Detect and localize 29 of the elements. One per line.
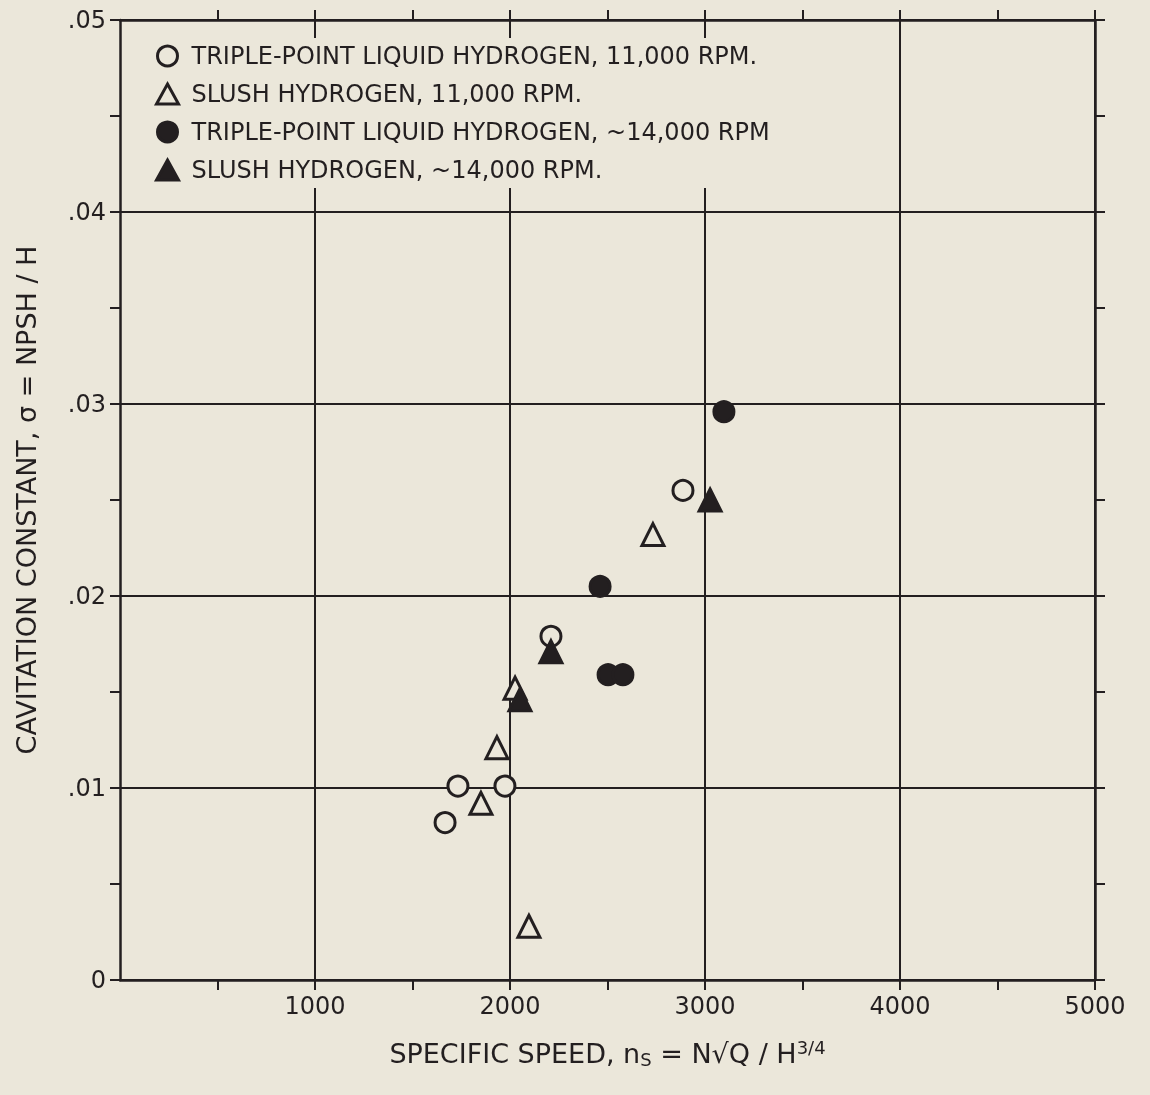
y-tick-label: .04	[67, 198, 106, 226]
x-tick-label: 3000	[674, 992, 736, 1020]
y-tick-label: 0	[90, 966, 106, 994]
legend-label: TRIPLE-POINT LIQUID HYDROGEN, ~14,000 RPM	[190, 118, 770, 146]
y-tick-label: .01	[67, 774, 106, 802]
x-tick-label: 1000	[284, 992, 346, 1020]
point	[446, 774, 470, 798]
legend-label: SLUSH HYDROGEN, 11,000 RPM.	[191, 80, 583, 108]
point	[507, 687, 533, 713]
x-tick-label: 4000	[869, 992, 931, 1020]
point	[640, 522, 666, 548]
point	[712, 400, 736, 424]
y-tick-label: .05	[67, 6, 106, 34]
point	[493, 774, 517, 798]
point	[433, 811, 457, 835]
legend-label: TRIPLE-POINT LIQUID HYDROGEN, 11,000 RPM.	[190, 42, 758, 70]
x-tick-label: 5000	[1064, 992, 1126, 1020]
y-axis-title: CAVITATION CONSTANT, σ = NPSH / H	[11, 245, 42, 755]
point	[538, 639, 564, 665]
point	[671, 478, 695, 502]
y-tick-label: .03	[67, 390, 106, 418]
legend-label: SLUSH HYDROGEN, ~14,000 RPM.	[191, 156, 603, 184]
y-tick-label: .02	[67, 582, 106, 610]
point	[588, 574, 612, 598]
point	[516, 913, 542, 939]
point	[484, 735, 510, 761]
x-tick-label: 2000	[479, 992, 541, 1020]
point	[697, 487, 723, 513]
point	[468, 790, 494, 816]
